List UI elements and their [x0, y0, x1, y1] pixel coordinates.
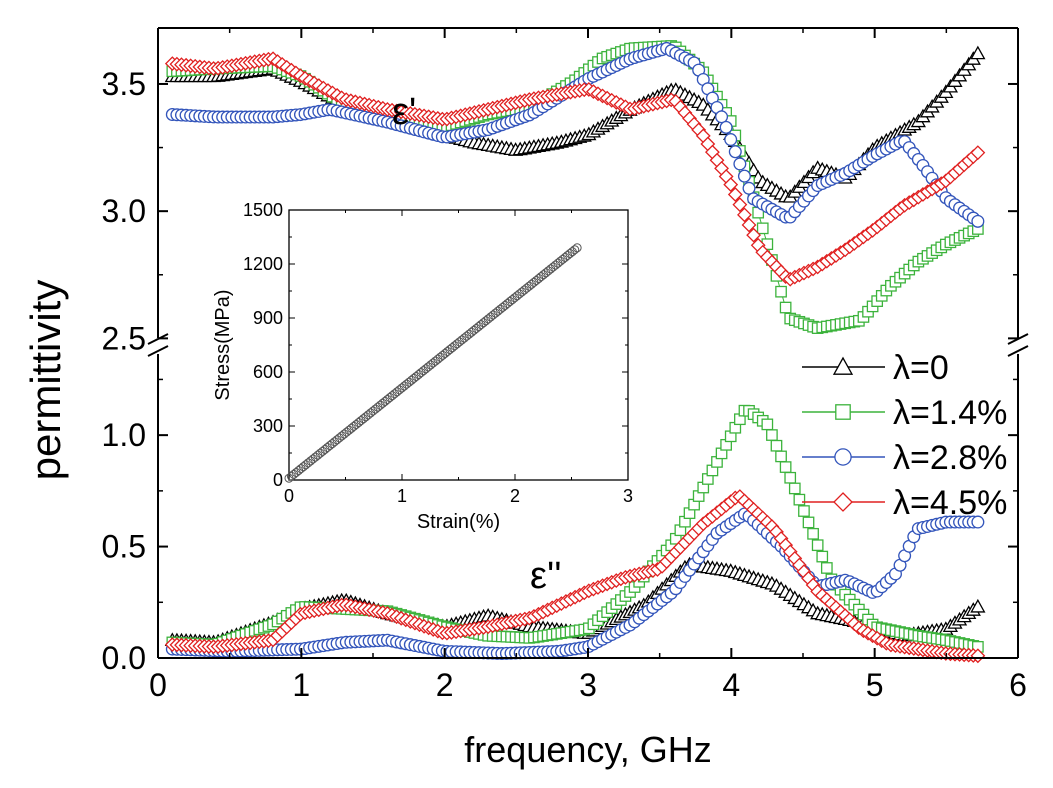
x-axis-label: frequency, GHz [464, 729, 711, 770]
y-tick-label: 0.0 [102, 640, 146, 676]
data-point-imag [802, 516, 815, 529]
annotation-eps-real: ε' [392, 91, 416, 133]
data-point-real [742, 181, 756, 195]
inset-x-tick-label: 1 [397, 486, 407, 506]
data-point-real [970, 45, 986, 60]
data-point-real [737, 169, 751, 183]
axis-break-mark [147, 345, 169, 357]
legend-marker [835, 404, 851, 420]
inset-x-tick-label: 3 [623, 486, 633, 506]
data-point-real [746, 227, 762, 243]
data-point-real [724, 133, 738, 147]
data-point-real [737, 207, 752, 223]
data-point-imag [779, 461, 792, 473]
data-point-imag [807, 527, 819, 540]
data-point-real [723, 177, 739, 193]
series-layer [164, 40, 986, 664]
annotation-eps-imag: ε'' [530, 555, 561, 597]
data-point-real [970, 145, 986, 161]
x-tick-label: 4 [722, 667, 740, 703]
inset-x-tick-label: 2 [510, 486, 520, 506]
data-point-real [779, 301, 792, 314]
data-point-real [715, 110, 729, 124]
data-point-real [741, 217, 757, 233]
inset-x-axis-label: Strain(%) [417, 511, 500, 533]
data-point-imag [784, 471, 797, 484]
x-tick-label: 0 [149, 667, 167, 703]
legend-label: λ=4.5% [893, 484, 1007, 522]
x-tick-label: 3 [579, 667, 597, 703]
legend-marker [832, 356, 854, 375]
data-point-real [733, 157, 747, 171]
data-point-imag [788, 482, 801, 495]
y-tick-label: 2.5 [102, 320, 146, 356]
data-point-real [719, 120, 733, 134]
data-point-imag [970, 648, 986, 664]
data-point-imag [770, 439, 783, 452]
inset-y-tick-label: 1500 [243, 200, 283, 220]
data-point-imag [761, 418, 774, 431]
inset-y-tick-label: 600 [253, 362, 283, 382]
y-tick-label: 3.0 [102, 193, 146, 229]
x-tick-label: 2 [436, 667, 454, 703]
y-tick-label: 0.5 [102, 529, 146, 565]
x-tick-label: 6 [1009, 667, 1027, 703]
data-point-imag [775, 450, 787, 463]
data-point-imag [971, 515, 985, 529]
inset-data-point [570, 245, 580, 255]
x-tick-label: 5 [866, 667, 884, 703]
axis-break-mark [1007, 345, 1029, 357]
x-tick-label: 1 [292, 667, 310, 703]
legend-label: λ=0 [893, 349, 949, 387]
inset-y-tick-label: 1200 [243, 254, 283, 274]
data-point-imag [816, 550, 829, 563]
inset-y-tick-label: 900 [253, 308, 283, 328]
inset-y-tick-label: 300 [253, 416, 283, 436]
legend-marker [833, 492, 853, 512]
data-point-real [756, 222, 769, 235]
data-point-imag [766, 429, 778, 441]
series-3 [164, 51, 986, 664]
y-axis-label: permittivity [22, 280, 69, 481]
data-point-imag [798, 505, 810, 517]
legend-marker [834, 448, 852, 466]
inset-y-tick-label: 0 [273, 470, 283, 490]
data-point-imag [811, 539, 824, 552]
data-point-real [732, 197, 748, 213]
legend-label: λ=2.8% [893, 439, 1007, 477]
legend-label: λ=1.4% [893, 394, 1007, 432]
data-point-real [727, 187, 743, 202]
data-point-real [728, 145, 742, 159]
data-point-imag [820, 562, 833, 574]
data-point-real [971, 214, 985, 228]
data-point-imag [793, 493, 806, 506]
data-point-imag [970, 598, 986, 613]
y-tick-label: 1.0 [102, 417, 146, 453]
legend: λ=0 λ=1.4% λ=2.8% λ=4.5% [802, 349, 1007, 522]
inset-plot: 0 1 2 3 0 300 600 900 1200 1500 Strain(%) Stress(MP… [212, 200, 633, 533]
inset-x-tick-label: 0 [284, 486, 294, 506]
data-point-real [775, 285, 787, 298]
inset-y-axis-label: Stress(MPa) [212, 289, 234, 400]
inset-data-point [572, 243, 582, 253]
y-tick-label: 3.5 [102, 66, 146, 102]
